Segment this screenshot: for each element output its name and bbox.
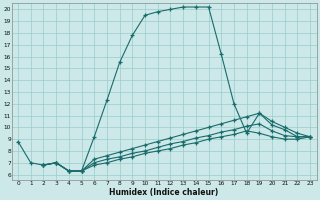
X-axis label: Humidex (Indice chaleur): Humidex (Indice chaleur)	[109, 188, 219, 197]
